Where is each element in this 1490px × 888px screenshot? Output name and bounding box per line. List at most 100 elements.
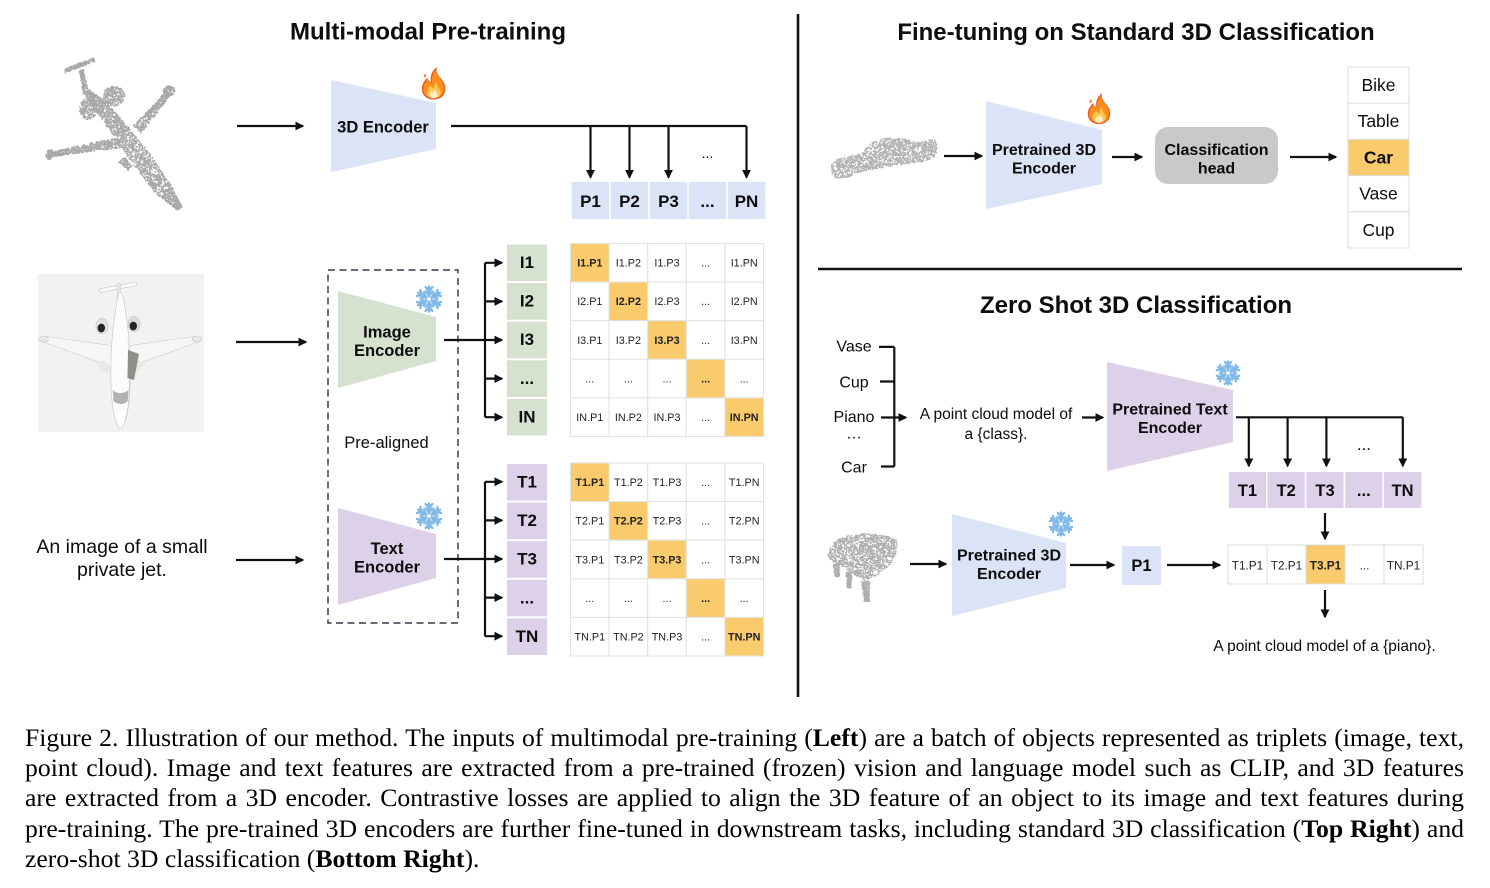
svg-text:...: ... [1357, 482, 1371, 500]
svg-text:Car: Car [1364, 147, 1393, 167]
svg-text:I1.P3: I1.P3 [654, 258, 679, 270]
svg-text:TN.P3: TN.P3 [652, 632, 683, 644]
svg-text:T2.PN: T2.PN [729, 516, 760, 528]
svg-text:P1: P1 [1131, 557, 1151, 575]
svg-text:I2.P2: I2.P2 [616, 296, 641, 308]
svg-text:I1.P1: I1.P1 [577, 258, 602, 270]
svg-text:...: ... [701, 412, 710, 424]
svg-text:T3: T3 [1315, 482, 1334, 500]
svg-text:...: ... [700, 192, 714, 211]
svg-text:A point cloud model of: A point cloud model of [920, 406, 1073, 423]
svg-text:...: ... [624, 373, 633, 385]
svg-text:3D Encoder: 3D Encoder [337, 119, 429, 137]
svg-text:...: ... [520, 369, 534, 388]
svg-text:...: ... [701, 373, 710, 385]
svg-text:T2.P2: T2.P2 [614, 516, 643, 528]
svg-text:...: ... [701, 554, 710, 566]
svg-text:Cup: Cup [839, 374, 868, 391]
svg-text:TN.P2: TN.P2 [613, 632, 644, 644]
svg-text:I3.P1: I3.P1 [577, 335, 602, 347]
svg-text:Pretrained Text: Pretrained Text [1112, 402, 1228, 419]
svg-text:T1: T1 [517, 473, 537, 492]
svg-text:Image: Image [363, 324, 411, 342]
svg-text:IN: IN [519, 407, 536, 426]
svg-text:...: ... [585, 593, 594, 605]
svg-text:...: ... [701, 593, 710, 605]
svg-text:...: ... [740, 593, 749, 605]
svg-text:...: ... [701, 296, 710, 308]
svg-text:TN.P1: TN.P1 [1387, 559, 1420, 573]
svg-text:Piano: Piano [834, 409, 875, 426]
svg-text:IN.P2: IN.P2 [615, 412, 642, 424]
svg-text:T1.P3: T1.P3 [653, 477, 682, 489]
svg-text:T2: T2 [1277, 482, 1296, 500]
svg-text:T2.P1: T2.P1 [575, 516, 604, 528]
svg-text:T3.P2: T3.P2 [614, 554, 643, 566]
svg-text:T2.P3: T2.P3 [653, 516, 682, 528]
svg-text:...: ... [663, 593, 672, 605]
svg-text:...: ... [585, 373, 594, 385]
svg-text:I1: I1 [520, 253, 534, 272]
svg-text:I2.PN: I2.PN [731, 296, 758, 308]
svg-text:T3.PN: T3.PN [729, 554, 760, 566]
svg-text:T2: T2 [517, 511, 537, 530]
svg-text:...: ... [702, 145, 714, 161]
svg-text:I2.P3: I2.P3 [654, 296, 679, 308]
svg-text:P3: P3 [658, 192, 679, 211]
svg-text:Encoder: Encoder [1012, 161, 1076, 178]
svg-text:I1.PN: I1.PN [731, 258, 758, 270]
svg-text:I3.PN: I3.PN [731, 335, 758, 347]
svg-text:T1.P1: T1.P1 [575, 477, 604, 489]
svg-text:Pretrained 3D: Pretrained 3D [957, 548, 1061, 565]
svg-text:...: ... [701, 632, 710, 644]
svg-text:...: ... [701, 516, 710, 528]
svg-text:A point cloud model of a {pian: A point cloud model of a {piano}. [1213, 638, 1435, 655]
svg-text:a {class}.: a {class}. [965, 426, 1028, 443]
svg-text:T1: T1 [1238, 482, 1257, 500]
svg-text:I3.P3: I3.P3 [654, 335, 679, 347]
svg-text:Vase: Vase [836, 339, 871, 356]
svg-text:...: ... [1360, 559, 1370, 573]
svg-text:IN.PN: IN.PN [730, 412, 759, 424]
svg-text:Encoder: Encoder [1138, 420, 1202, 437]
svg-text:P2: P2 [619, 192, 640, 211]
svg-text:T1.PN: T1.PN [729, 477, 760, 489]
svg-text:T1.P2: T1.P2 [614, 477, 643, 489]
svg-text:Encoder: Encoder [354, 559, 421, 577]
svg-text:Fine-tuning on Standard 3D Cla: Fine-tuning on Standard 3D Classificatio… [897, 19, 1374, 46]
svg-text:T1.P1: T1.P1 [1232, 559, 1263, 573]
svg-text:...: ... [740, 373, 749, 385]
svg-text:Pre-aligned: Pre-aligned [344, 434, 428, 452]
svg-text:…: … [846, 426, 862, 443]
svg-text:TN.PN: TN.PN [728, 632, 761, 644]
svg-text:PN: PN [735, 192, 759, 211]
svg-text:I2: I2 [520, 292, 534, 311]
svg-text:I1.P2: I1.P2 [616, 258, 641, 270]
svg-text:I2.P1: I2.P1 [577, 296, 602, 308]
svg-text:...: ... [1357, 435, 1371, 454]
svg-text:Encoder: Encoder [354, 342, 421, 360]
svg-text:TN: TN [516, 627, 539, 646]
svg-text:T3.P1: T3.P1 [1310, 559, 1342, 573]
svg-text:Text: Text [371, 540, 404, 558]
svg-text:TN: TN [1392, 482, 1414, 500]
svg-text:I3.P2: I3.P2 [616, 335, 641, 347]
svg-text:IN.P1: IN.P1 [576, 412, 603, 424]
svg-text:P1: P1 [580, 192, 601, 211]
svg-text:...: ... [520, 588, 534, 607]
svg-text:T3: T3 [517, 550, 537, 569]
svg-text:T3.P3: T3.P3 [653, 554, 682, 566]
svg-text:IN.P3: IN.P3 [653, 412, 680, 424]
svg-text:Bike: Bike [1361, 75, 1395, 95]
svg-text:private jet.: private jet. [77, 559, 167, 581]
svg-text:Pretrained 3D: Pretrained 3D [992, 142, 1096, 159]
svg-text:Table: Table [1358, 111, 1400, 131]
svg-text:...: ... [701, 477, 710, 489]
svg-text:...: ... [701, 335, 710, 347]
svg-text:T2.P1: T2.P1 [1271, 559, 1302, 573]
svg-text:Multi-modal Pre-training: Multi-modal Pre-training [290, 19, 566, 46]
svg-text:T3.P1: T3.P1 [575, 554, 604, 566]
svg-text:Cup: Cup [1362, 220, 1394, 240]
svg-text:An image of a small: An image of a small [36, 536, 207, 558]
svg-text:Vase: Vase [1359, 184, 1398, 204]
